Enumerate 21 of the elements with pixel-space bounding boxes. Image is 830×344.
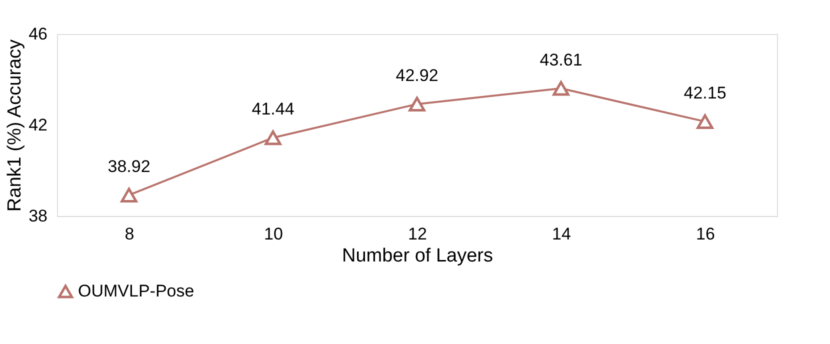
data-label: 41.44	[252, 100, 294, 119]
legend-label: OUMVLP-Pose	[78, 282, 194, 300]
y-axis-title: Rank1 (%) Accuracy	[4, 38, 26, 212]
point	[120, 188, 138, 202]
data-label: 42.15	[684, 84, 726, 103]
x-tick-label: 10	[264, 224, 283, 244]
x-axis-title: Number of Layers	[342, 246, 494, 266]
point	[552, 81, 570, 96]
data-label: 42.92	[396, 66, 438, 86]
y-tick-label: 46	[28, 24, 48, 44]
point	[264, 130, 282, 146]
x-tick-label: 8	[124, 224, 134, 244]
data-label: 43.61	[540, 50, 582, 70]
y-tick-label: 38	[28, 206, 48, 226]
point	[408, 96, 426, 112]
y-tick-label: 42	[28, 116, 48, 134]
point	[696, 114, 714, 129]
data-label: 38.92	[108, 157, 150, 176]
x-tick-label: 14	[552, 224, 571, 244]
x-tick-label: 16	[696, 224, 715, 244]
x-tick-label: 12	[408, 224, 427, 244]
